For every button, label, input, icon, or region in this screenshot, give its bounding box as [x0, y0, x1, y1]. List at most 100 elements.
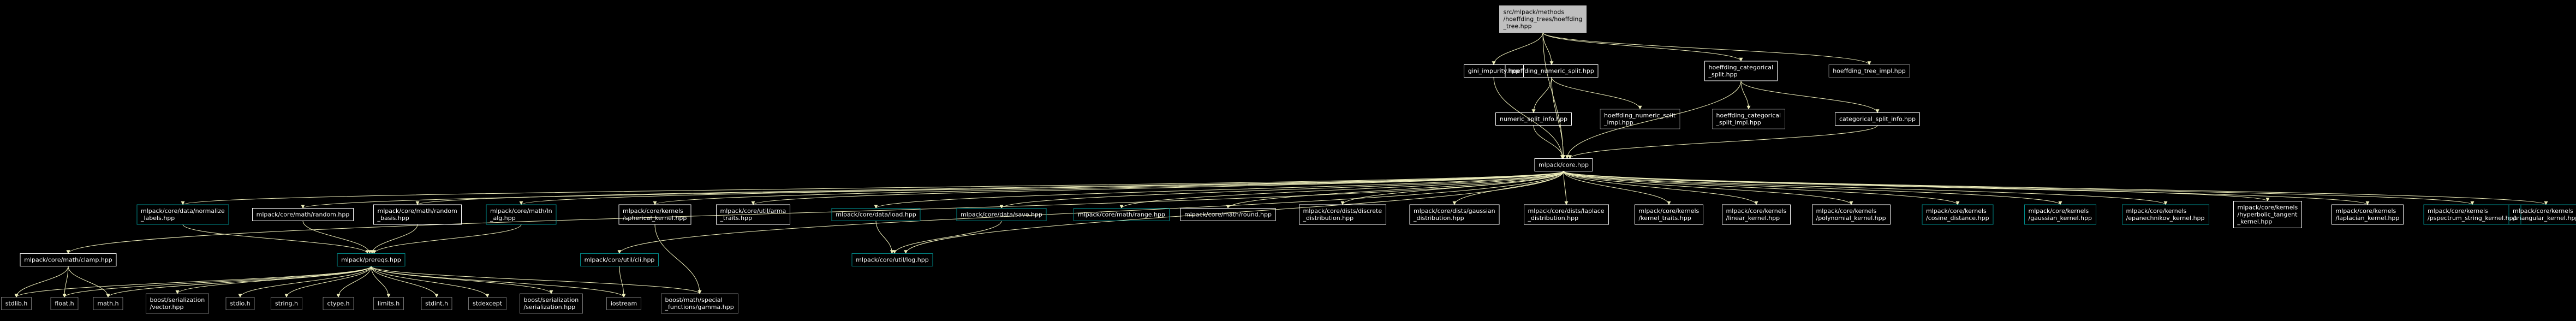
node-range[interactable]: mlpack/core/math/range.hpp — [1074, 208, 1170, 221]
node-label-line: _kernel.hpp — [2237, 218, 2273, 225]
node-label-line: /hyperbolic_tangent — [2238, 211, 2298, 218]
nodes: src/mlpack/methods/hoeffding_trees/hoeff… — [1, 5, 2576, 314]
edge-root-to-hcsplit — [1542, 32, 1743, 62]
node-box — [1712, 109, 1785, 129]
node-box — [225, 297, 255, 310]
node-label-line: mlpack/core/kernels — [1926, 207, 1987, 215]
node-label-line: src/mlpack/methods — [1504, 9, 1565, 16]
node-save[interactable]: mlpack/core/data/save.hpp — [956, 208, 1047, 221]
node-label-line: /gaussian_kernel.hpp — [2029, 215, 2092, 222]
node-box — [831, 208, 921, 221]
node-label-line: gini_impurity.hpp — [1468, 68, 1520, 75]
node-epan[interactable]: mlpack/core/kernels/epanechnikov_kernel.… — [2122, 204, 2209, 225]
node-label-line: mlpack/core.hpp — [1539, 162, 1589, 169]
edge-clamp-to-stdlib — [14, 266, 69, 298]
node-label-line: /vector.hpp — [150, 304, 184, 311]
node-box — [661, 293, 738, 314]
edge-mrbasis-to-prereqs — [370, 224, 418, 254]
node-triangular[interactable]: mlpack/core/kernels/triangular_kernel.hp… — [2508, 204, 2576, 225]
edge-core-to-normalize — [181, 171, 1564, 205]
node-label-line: string.h — [275, 300, 298, 307]
edge-core-to-gausskern — [1563, 171, 2062, 205]
node-box — [1180, 208, 1276, 221]
edge-hnsplit-to-core — [1551, 77, 1566, 159]
node-box — [1299, 204, 1386, 225]
edge-prereqs-to-stdlib — [14, 266, 372, 298]
node-root: src/mlpack/methods/hoeffding_trees/hoeff… — [1499, 5, 1587, 33]
node-box — [956, 208, 1047, 221]
node-iostream: iostream — [606, 297, 641, 310]
edge-core-to-pspectrum — [1563, 171, 2474, 205]
node-cosine[interactable]: mlpack/core/kernels/cosine_distance.hpp — [1922, 204, 1994, 225]
edge-lnalg-to-prereqs — [372, 224, 522, 254]
edge-core-to-poly — [1563, 171, 1853, 205]
node-label-line: hoeffding_categorical — [1709, 64, 1774, 71]
node-htimpl: hoeffding_tree_impl.hpp — [1828, 64, 1910, 78]
node-label-line: /triangular_kernel.hpp — [2513, 215, 2576, 222]
edge-mrandom-to-prereqs — [302, 221, 372, 254]
node-label-line: hoeffding_numeric_split — [1604, 112, 1676, 119]
node-box — [1074, 208, 1170, 221]
edge-prereqs-to-ctype — [336, 266, 372, 298]
edge-core-to-mrbasis — [415, 171, 1564, 205]
node-label-line: categorical_split_info.hpp — [1839, 116, 1916, 123]
node-box — [1464, 64, 1524, 78]
node-normalize[interactable]: mlpack/core/data/normalize_labels.hpp — [136, 204, 229, 225]
edge-core-to-sphkern — [653, 171, 1564, 205]
node-label-line: mlpack/core/util/cli.hpp — [585, 257, 655, 264]
node-label-line: mlpack/core/kernels — [2126, 207, 2187, 215]
edge-root-to-hnsplit — [1542, 32, 1554, 66]
node-label-line: stdio.h — [230, 300, 250, 307]
node-box — [421, 297, 452, 310]
node-label-line: mlpack/core/util/arma — [720, 207, 786, 215]
node-label-line: mlpack/core/kernels — [1639, 207, 1700, 215]
node-box — [271, 297, 302, 310]
node-label-line: ctype.h — [327, 300, 349, 307]
node-label-line: hoeffding_categorical — [1716, 112, 1781, 119]
edge-core-to-cosine — [1563, 171, 1960, 205]
node-label-line: hoeffding_tree_impl.hpp — [1833, 68, 1905, 75]
node-box — [1499, 5, 1587, 33]
node-box — [1835, 112, 1920, 126]
edge-prereqs-to-stdint — [371, 266, 439, 298]
edge-hcsplit-to-csinfo — [1740, 80, 1880, 114]
node-nsinfo: numeric_split_info.hpp — [1495, 112, 1572, 126]
node-box — [50, 297, 79, 310]
edge-core-to-log — [904, 171, 1564, 254]
node-label-line: mlpack/core/kernels — [623, 207, 683, 215]
node-log[interactable]: mlpack/core/util/log.hpp — [851, 253, 933, 266]
node-pspectrum[interactable]: mlpack/core/kernels/pspectrum_string_ker… — [2423, 204, 2521, 225]
edge-hcsplit-to-core — [1565, 80, 1742, 159]
node-label-line: _traits.hpp — [720, 215, 753, 222]
node-limits: limits.h — [373, 297, 404, 310]
node-lnalg[interactable]: mlpack/core/math/ln_alg.hpp — [486, 204, 557, 225]
node-math: math.h — [93, 297, 123, 310]
edge-csinfo-to-core — [1568, 125, 1878, 159]
node-hcsplit: hoeffding_categorical_split.hpp — [1704, 61, 1778, 81]
node-box — [1812, 204, 1891, 225]
node-stdlib: stdlib.h — [1, 297, 32, 310]
node-cli[interactable]: mlpack/core/util/cli.hpp — [580, 253, 659, 266]
node-stdio: stdio.h — [225, 297, 255, 310]
edge-core-to-lnalg — [519, 171, 1564, 205]
node-bsvector: boost/serialization/vector.hpp — [146, 293, 209, 314]
node-label-line: _basis.hpp — [377, 215, 409, 222]
edge-core-to-triangular — [1563, 171, 2548, 205]
node-gausskern[interactable]: mlpack/core/kernels/gaussian_kernel.hpp — [2024, 204, 2096, 225]
node-box — [373, 297, 404, 310]
node-hnsimpl: hoeffding_numeric_split_impl.hpp — [1600, 109, 1680, 129]
node-label-line: float.h — [55, 300, 74, 307]
node-laplacedist: mlpack/core/dists/laplace_distribution.h… — [1524, 204, 1609, 225]
node-label-line: /pspectrum_string_kernel.hpp — [2428, 215, 2517, 222]
node-box — [520, 293, 583, 314]
node-label-line: mlpack/core/kernels — [2428, 207, 2488, 215]
node-label-line: _tree.hpp — [1503, 23, 1532, 30]
node-load[interactable]: mlpack/core/data/load.hpp — [831, 208, 921, 221]
node-label-line: _alg.hpp — [490, 215, 516, 222]
node-label-line: /spherical_kernel.hpp — [623, 215, 687, 222]
node-prereqs[interactable]: mlpack/prereqs.hpp — [337, 253, 406, 266]
node-box — [1524, 204, 1609, 225]
node-hnsplit: hoeffding_numeric_split.hpp — [1505, 64, 1599, 78]
node-poly: mlpack/core/kernels/polynomial_kernel.hp… — [1812, 204, 1891, 225]
edge-prereqs-to-stdio — [238, 266, 372, 298]
